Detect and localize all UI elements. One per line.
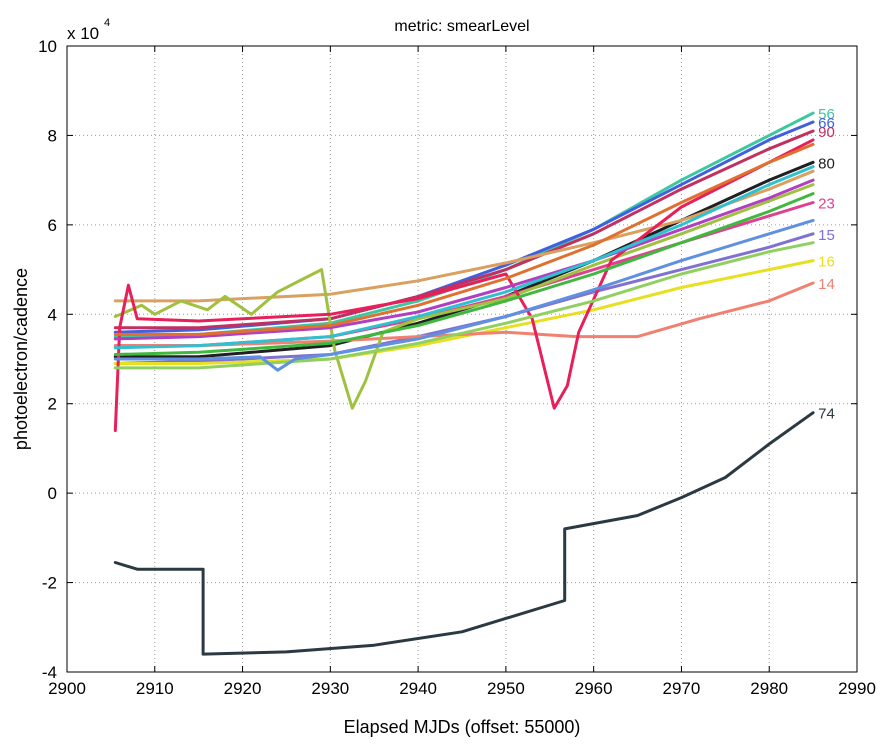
x-tick-label: 2990 xyxy=(838,679,876,698)
y-exponent-power: 4 xyxy=(104,17,110,29)
series-line xyxy=(113,411,815,656)
series-end-label: 66 xyxy=(818,115,835,132)
series-line xyxy=(113,165,815,350)
series-line xyxy=(113,142,815,336)
x-tick-label: 2940 xyxy=(399,679,437,698)
series-end-label: 56 xyxy=(818,106,835,123)
x-tick-label: 2950 xyxy=(487,679,525,698)
y-tick-label: 2 xyxy=(48,395,57,414)
x-tick-label: 2960 xyxy=(575,679,613,698)
series-line xyxy=(113,129,815,330)
y-tick-label: 0 xyxy=(48,484,57,503)
y-exponent-label: x 10 xyxy=(67,24,99,43)
series-end-label: 23 xyxy=(818,196,835,213)
y-tick-label: -2 xyxy=(42,574,57,593)
x-tick-label: 2930 xyxy=(311,679,349,698)
series-end-label: 14 xyxy=(818,276,835,293)
y-tick-label: 4 xyxy=(48,305,57,324)
y-axis: -4 -2 0 2 4 6 8 10 xyxy=(38,37,857,682)
x-axis: 2900 2910 2920 2930 2940 2950 2960 2970 2980 2990 xyxy=(48,46,876,698)
y-axis-label: photoelectron/cadence xyxy=(11,268,31,450)
chart-title: metric: smearLevel xyxy=(394,18,529,35)
x-tick-label: 2910 xyxy=(136,679,174,698)
series-line xyxy=(113,183,815,410)
series-line xyxy=(113,192,815,356)
x-tick-label: 2900 xyxy=(48,679,86,698)
series-end-label: 90 xyxy=(818,124,835,141)
series-line xyxy=(113,281,815,348)
x-axis-label: Elapsed MJDs (offset: 55000) xyxy=(344,717,581,737)
series-line xyxy=(113,178,815,341)
series-line xyxy=(113,138,815,432)
y-tick-label: 8 xyxy=(48,126,57,145)
series-end-label: 80 xyxy=(818,155,835,172)
plot-frame xyxy=(66,45,858,673)
series-line xyxy=(113,259,815,365)
x-tick-label: 2980 xyxy=(750,679,788,698)
y-tick-label: 6 xyxy=(48,216,57,235)
series-layer xyxy=(113,111,815,656)
series-end-label: 15 xyxy=(818,227,835,244)
series-end-label: 16 xyxy=(818,254,835,271)
series-line xyxy=(113,241,815,370)
y-tick-label: -4 xyxy=(42,663,57,682)
series-line xyxy=(113,218,815,372)
x-tick-label: 2920 xyxy=(224,679,262,698)
y-tick-label: 10 xyxy=(38,37,57,56)
series-end-label: 74 xyxy=(818,406,835,423)
x-tick-label: 2970 xyxy=(663,679,701,698)
